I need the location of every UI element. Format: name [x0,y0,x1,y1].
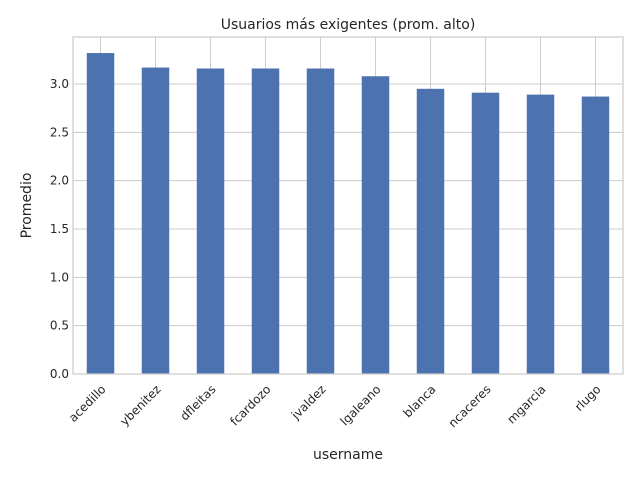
x-tick-labels: acedillo ybenitez dfleitas fcardozo jvaldez l… [66,382,604,430]
bar-ybenitez [141,67,170,375]
bar-jvaldez [306,68,335,375]
bar-dfleitas [196,68,225,375]
x-tick-label: ncaceres [446,382,494,430]
bar-blanca [416,88,445,374]
x-tick-label: ybenitez [117,382,163,428]
bar-ncaceres [471,92,500,375]
y-tick-label: 2.0 [50,174,69,188]
chart-title: Usuarios más exigentes (prom. alto) [221,17,476,33]
x-tick-label: blanca [401,382,439,420]
x-tick-label: dfleitas [177,382,218,423]
x-axis-label: username [313,447,383,463]
x-tick-label: rlugo [572,382,604,414]
y-tick-label: 0.5 [50,319,69,333]
y-tick-labels: 0.0 0.5 1.0 1.5 2.0 2.5 3.0 [50,77,69,381]
x-tick-label: fcardozo [227,382,273,428]
y-tick-label: 0.0 [50,367,69,381]
x-tick-label: jvaldez [288,382,329,423]
y-axis-label: Promedio [19,173,35,239]
bar-lgaleano [361,76,390,374]
y-tick-label: 2.5 [50,125,69,139]
bar-rlugo [581,96,610,374]
x-tick-label: mgarcia [504,382,548,426]
y-tick-label: 1.0 [50,270,69,284]
x-tick-label: lgaleano [337,382,383,428]
y-tick-label: 3.0 [50,77,69,91]
bars-layer [86,53,610,375]
y-tick-label: 1.5 [50,222,69,236]
bar-mgarcia [526,94,555,374]
plot-frame [72,36,624,375]
x-tick-label: acedillo [66,382,109,425]
bar-acedillo [86,53,115,375]
bar-fcardozo [251,68,280,375]
